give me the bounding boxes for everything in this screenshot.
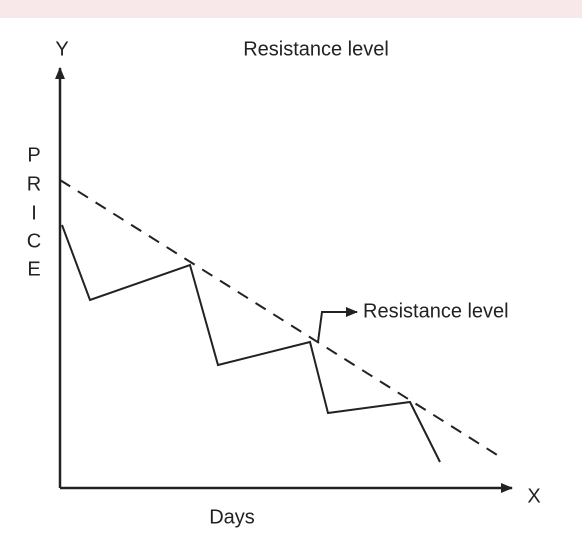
resistance-line xyxy=(59,179,503,459)
y-axis-letter: I xyxy=(31,202,37,224)
y-axis-letter: E xyxy=(27,258,40,280)
title: Resistance level xyxy=(243,38,389,60)
y-axis-label: Y xyxy=(55,38,68,60)
y-axis-letter: R xyxy=(27,173,41,195)
y-axis-letter: P xyxy=(27,144,40,166)
x-axis-label: X xyxy=(527,485,540,507)
x-axis-name: Days xyxy=(209,506,255,528)
y-axis-letter: C xyxy=(27,230,41,252)
price-path xyxy=(61,224,441,463)
top-tint xyxy=(0,0,582,18)
annotation: Resistance level xyxy=(363,300,509,322)
annotation-arrow xyxy=(317,307,358,343)
